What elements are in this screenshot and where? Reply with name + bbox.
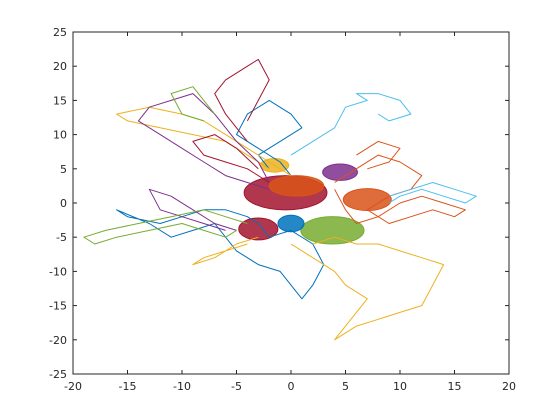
series-line-0 — [116, 209, 325, 300]
series-line-7 — [137, 93, 270, 190]
y-tick-label: -20 — [49, 334, 67, 347]
x-tick-label: 10 — [393, 380, 407, 393]
series-line-4 — [116, 106, 292, 177]
series-line-6 — [192, 236, 259, 266]
series-line-12 — [388, 182, 477, 204]
cluster-2 — [322, 163, 358, 181]
cluster-layer — [238, 158, 392, 245]
series-layer — [83, 58, 477, 341]
y-tick-label: -5 — [56, 231, 67, 244]
series-line-1 — [236, 99, 303, 176]
y-tick-label: 10 — [53, 129, 67, 142]
x-tick-label: -5 — [231, 380, 242, 393]
x-tick-label: -10 — [173, 380, 191, 393]
y-tick-label: -25 — [49, 368, 67, 381]
x-axis: -20 -15 -10 -5 0 5 10 15 20 — [64, 32, 516, 393]
y-tick-label: -10 — [49, 265, 67, 278]
y-tick-label: 0 — [60, 197, 67, 210]
y-tick-label: 25 — [53, 26, 67, 39]
series-line-14 — [192, 134, 270, 183]
x-tick-label: -20 — [64, 380, 82, 393]
series-line-3 — [356, 140, 401, 170]
cluster-6 — [277, 214, 305, 233]
cluster-4 — [238, 217, 279, 241]
cluster-5 — [342, 188, 392, 212]
series-line-11 — [290, 93, 412, 156]
series-line-13 — [214, 58, 270, 142]
series-line-10 — [170, 86, 216, 122]
x-tick-label: -15 — [119, 380, 137, 393]
cluster-3 — [300, 216, 365, 245]
x-tick-label: 5 — [342, 380, 349, 393]
series-line-2 — [334, 154, 466, 224]
series-line-9 — [83, 209, 248, 245]
y-axis: -25 -20 -15 -10 -5 0 5 10 15 20 25 — [49, 26, 509, 381]
series-line-5 — [290, 236, 445, 341]
series-line-8 — [148, 188, 237, 231]
x-tick-label: 0 — [288, 380, 295, 393]
cluster-1 — [268, 175, 325, 197]
y-tick-label: 20 — [53, 60, 67, 73]
y-tick-label: -15 — [49, 300, 67, 313]
x-tick-label: 20 — [502, 380, 516, 393]
y-tick-label: 15 — [53, 94, 67, 107]
y-tick-label: 5 — [60, 163, 67, 176]
x-tick-label: 15 — [448, 380, 462, 393]
